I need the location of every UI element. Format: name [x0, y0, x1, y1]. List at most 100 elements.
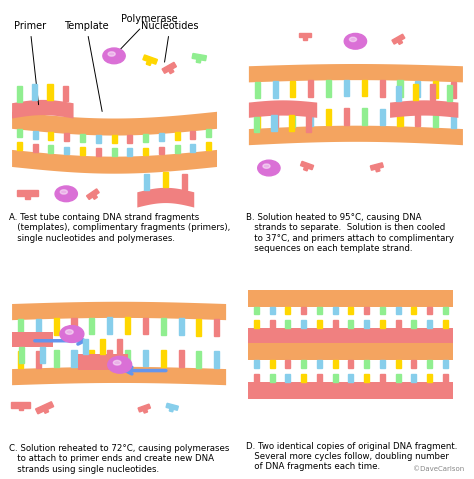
Bar [255, 116, 259, 132]
Bar [83, 339, 89, 354]
Bar [36, 351, 41, 368]
Bar [451, 111, 456, 128]
Bar [447, 85, 452, 101]
Bar [291, 110, 295, 126]
Bar [117, 339, 122, 354]
Bar [40, 347, 45, 363]
Bar [89, 350, 94, 366]
Bar [18, 352, 23, 368]
Bar [272, 115, 276, 131]
Bar [273, 81, 278, 98]
Bar [206, 142, 211, 150]
Bar [191, 131, 195, 138]
Bar [364, 361, 369, 368]
Bar [396, 374, 401, 382]
Bar [317, 361, 322, 368]
Polygon shape [299, 33, 311, 37]
Bar [380, 109, 385, 125]
Polygon shape [169, 69, 174, 74]
Bar [270, 374, 274, 382]
Bar [179, 350, 183, 367]
Bar [179, 318, 183, 335]
Text: C. Solution reheated to 72°C, causing polymerases
   to attach to primer ends an: C. Solution reheated to 72°C, causing po… [9, 444, 230, 474]
Bar [143, 318, 148, 334]
Bar [206, 129, 211, 137]
Bar [128, 148, 132, 156]
Text: ©DaveCarlson: ©DaveCarlson [413, 466, 465, 472]
Bar [174, 146, 180, 153]
Bar [301, 307, 306, 315]
Polygon shape [17, 190, 38, 196]
Bar [306, 116, 310, 132]
Bar [107, 318, 112, 334]
Bar [54, 350, 59, 367]
Ellipse shape [108, 356, 132, 373]
Bar [348, 320, 353, 328]
Bar [301, 320, 306, 328]
Bar [161, 350, 166, 367]
Bar [255, 111, 260, 128]
Bar [427, 307, 432, 315]
Text: Primer: Primer [14, 21, 46, 105]
Bar [144, 174, 149, 190]
Bar [317, 320, 322, 328]
Bar [411, 374, 417, 382]
Bar [301, 374, 306, 382]
Bar [96, 135, 101, 143]
Bar [380, 374, 385, 382]
Bar [344, 80, 349, 96]
Polygon shape [303, 167, 308, 171]
Ellipse shape [349, 37, 356, 42]
Bar [362, 108, 367, 125]
Bar [111, 135, 117, 143]
Polygon shape [303, 37, 307, 40]
Bar [308, 109, 313, 126]
Bar [270, 320, 274, 328]
Bar [17, 86, 22, 102]
Bar [348, 361, 353, 368]
Bar [161, 318, 166, 335]
Bar [196, 351, 201, 368]
Bar [380, 361, 385, 368]
Bar [344, 108, 349, 125]
Bar [413, 84, 418, 100]
Bar [380, 320, 385, 328]
Bar [396, 307, 401, 315]
Ellipse shape [103, 48, 125, 64]
Polygon shape [143, 410, 147, 413]
Polygon shape [301, 161, 314, 170]
Bar [174, 132, 180, 140]
Bar [333, 374, 337, 382]
Polygon shape [44, 410, 49, 413]
Bar [63, 86, 68, 102]
Bar [427, 320, 432, 328]
Bar [317, 307, 322, 315]
Polygon shape [169, 409, 173, 412]
Bar [285, 361, 290, 368]
Text: Template: Template [64, 21, 109, 112]
Bar [411, 307, 417, 315]
Text: A. Test tube containg DNA strand fragments
   (templates), complimentary fragmen: A. Test tube containg DNA strand fragmen… [9, 213, 230, 243]
Polygon shape [398, 40, 402, 45]
Bar [33, 131, 38, 138]
Bar [285, 374, 290, 382]
Bar [255, 81, 260, 98]
Ellipse shape [60, 190, 67, 194]
Polygon shape [370, 163, 383, 170]
Bar [396, 320, 401, 328]
Polygon shape [146, 61, 151, 66]
Polygon shape [11, 402, 30, 408]
Bar [398, 109, 402, 126]
Bar [182, 174, 187, 190]
Bar [125, 318, 130, 334]
Bar [301, 361, 306, 368]
Bar [125, 350, 130, 366]
Polygon shape [162, 62, 176, 73]
Ellipse shape [113, 360, 121, 365]
Bar [159, 133, 164, 141]
Polygon shape [192, 54, 207, 61]
Bar [333, 361, 337, 368]
Bar [396, 361, 401, 368]
Bar [111, 148, 117, 156]
Bar [17, 129, 22, 137]
